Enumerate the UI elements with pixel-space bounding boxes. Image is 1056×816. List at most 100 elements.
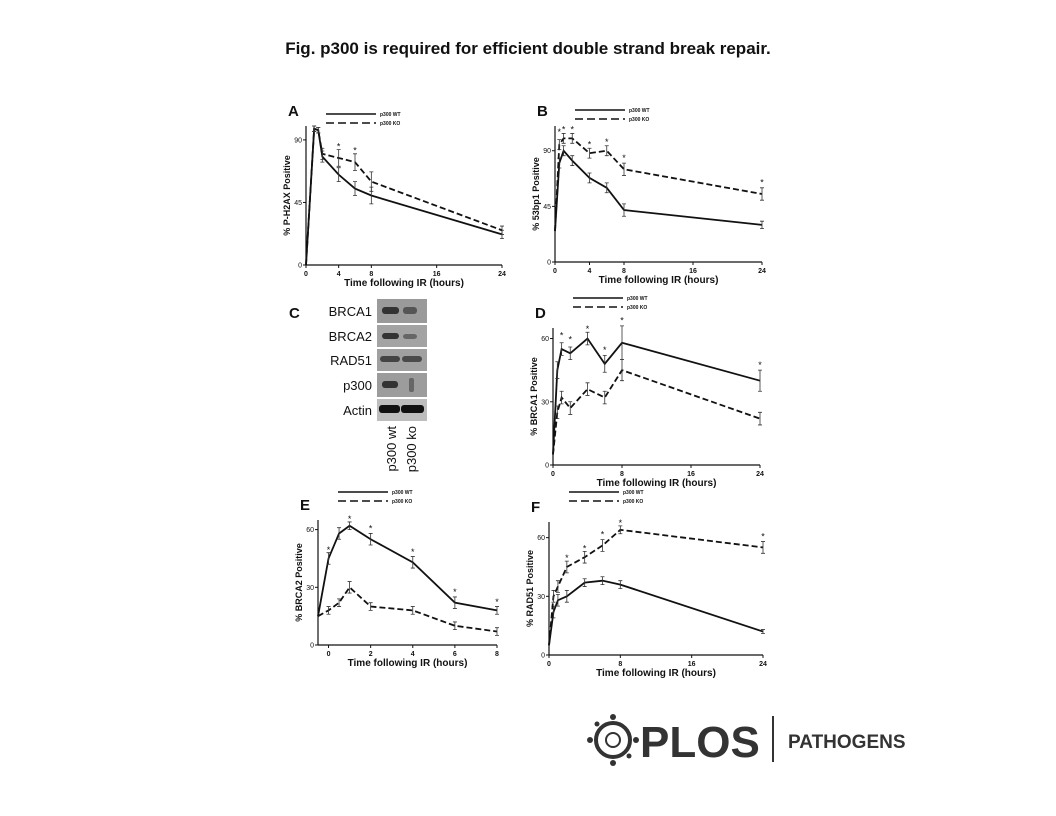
panel-label: A (288, 103, 299, 120)
series-line (317, 524, 498, 617)
y-tick-label: 90 (543, 148, 551, 155)
x-tick-label: 0 (551, 471, 555, 478)
x-tick-label: 24 (759, 661, 767, 668)
x-tick-label: 16 (687, 471, 695, 478)
significance-mark: * (761, 532, 765, 542)
x-tick-label: 2 (369, 651, 373, 658)
y-tick-label: 45 (543, 204, 551, 211)
significance-mark: * (620, 316, 624, 326)
y-tick-label: 30 (537, 594, 545, 601)
significance-mark: * (570, 124, 574, 134)
logo-dot (626, 753, 632, 759)
x-tick-label: 8 (622, 268, 626, 275)
significance-mark: * (568, 335, 572, 345)
y-tick-label: 0 (310, 643, 314, 650)
error-bar (559, 390, 564, 405)
error-bar (758, 369, 762, 392)
error-bar (557, 139, 562, 150)
x-axis-label: Time following IR (hours) (348, 658, 468, 669)
y-tick-label: 0 (541, 653, 545, 660)
significance-mark: * (588, 139, 592, 149)
x-tick-label: 16 (688, 661, 696, 668)
error-bar (760, 220, 764, 230)
error-bar (312, 125, 317, 132)
error-bar (326, 552, 331, 565)
x-tick-label: 4 (588, 268, 592, 275)
x-axis-label: Time following IR (hours) (344, 278, 464, 289)
significance-mark: * (337, 141, 341, 151)
legend-label: p300 KO (392, 499, 412, 505)
error-bar (368, 533, 373, 546)
x-tick-label: 4 (411, 651, 415, 658)
x-tick-label: 8 (369, 271, 373, 278)
series-line (548, 579, 764, 646)
significance-mark: * (562, 124, 566, 134)
legend-label: p300 KO (629, 117, 649, 123)
legend-label: p300 WT (380, 112, 401, 118)
significance-mark: * (583, 543, 587, 553)
significance-mark: * (560, 330, 564, 340)
blot-strip (377, 325, 427, 347)
legend-label: p300 KO (380, 121, 400, 127)
error-bar (336, 149, 341, 167)
error-bar (336, 167, 341, 182)
y-tick-label: 90 (294, 137, 302, 144)
error-bar (760, 187, 764, 201)
band (401, 405, 424, 413)
blot-strip (377, 349, 427, 371)
series-line (552, 337, 761, 455)
error-bar (555, 580, 560, 593)
error-bar (570, 133, 575, 144)
x-tick-label: 0 (553, 268, 557, 275)
panel-label: C (289, 305, 300, 322)
chart-panel: B 0 45 90 0 4 8 16 24 Time following IR (hours) % … (531, 103, 766, 286)
significance-mark: * (453, 587, 457, 597)
band (382, 333, 399, 339)
y-tick-label: 45 (294, 200, 302, 207)
error-bar (495, 606, 499, 615)
significance-mark: * (495, 597, 499, 607)
error-bar (585, 382, 590, 396)
error-bar (452, 596, 457, 609)
significance-mark: * (558, 127, 562, 137)
figure-title: Fig. p300 is required for efficient doub… (285, 39, 771, 58)
error-bar (587, 172, 592, 184)
x-tick-label: 24 (498, 271, 506, 278)
x-tick-label: 24 (758, 268, 766, 275)
x-tick-label: 8 (620, 471, 624, 478)
error-bar (564, 560, 569, 574)
significance-mark: * (586, 324, 590, 334)
legend-label: p300 KO (627, 305, 647, 311)
error-bar (564, 590, 569, 603)
error-bar (570, 155, 575, 166)
error-bar (561, 145, 566, 157)
panel-label: D (535, 305, 546, 322)
y-tick-label: 60 (541, 336, 549, 343)
x-tick-label: 8 (618, 661, 622, 668)
error-bar (761, 541, 765, 554)
x-tick-label: 8 (495, 651, 499, 658)
error-bar (602, 390, 607, 405)
series-line (305, 127, 503, 266)
x-axis-label: Time following IR (hours) (596, 668, 716, 679)
significance-mark: * (622, 153, 626, 163)
error-bar (587, 147, 592, 159)
error-bar (561, 133, 566, 144)
error-bar (604, 145, 609, 157)
error-bar (568, 401, 573, 415)
significance-mark: * (327, 545, 331, 555)
error-bar (316, 126, 321, 134)
error-bar (347, 581, 352, 594)
y-axis-label: % 53bp1 Positive (531, 157, 541, 231)
y-tick-label: 60 (306, 527, 314, 534)
error-bar (761, 629, 765, 634)
series-line (554, 148, 763, 232)
blot-images (377, 299, 427, 421)
error-bar (495, 627, 499, 636)
error-bar (410, 606, 415, 615)
error-bar (326, 606, 331, 615)
error-bar (620, 359, 624, 382)
error-bar (410, 556, 415, 569)
legend-label: p300 WT (627, 296, 648, 302)
series-line (552, 369, 761, 455)
